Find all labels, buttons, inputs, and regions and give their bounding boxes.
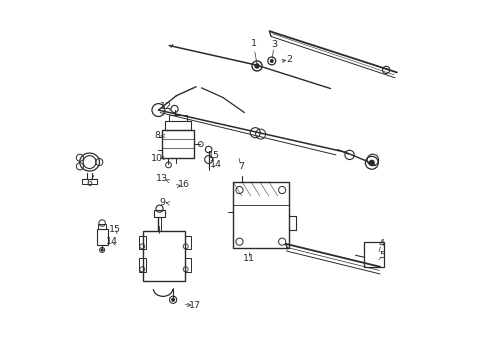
Text: 13: 13	[156, 175, 168, 184]
Bar	[164, 121, 191, 130]
Text: 2: 2	[286, 55, 292, 64]
Text: 15: 15	[109, 225, 121, 234]
Circle shape	[368, 160, 373, 165]
Text: 15: 15	[207, 151, 220, 160]
Bar	[184, 236, 191, 249]
Text: 17: 17	[189, 301, 201, 310]
Text: 3: 3	[270, 40, 276, 49]
Bar	[233, 182, 288, 248]
Text: 14: 14	[209, 160, 222, 169]
Bar	[169, 116, 187, 121]
Circle shape	[254, 64, 259, 68]
Text: 5: 5	[379, 251, 385, 260]
Text: 12: 12	[160, 102, 172, 111]
Text: 1: 1	[250, 39, 256, 48]
Text: 9: 9	[159, 198, 164, 207]
Bar	[363, 242, 384, 267]
Bar	[184, 258, 191, 272]
Text: 8: 8	[154, 131, 160, 140]
Text: 6: 6	[86, 179, 92, 188]
Circle shape	[171, 298, 174, 301]
Bar	[162, 130, 194, 158]
Text: 7: 7	[238, 162, 244, 171]
Circle shape	[270, 59, 273, 62]
Text: 11: 11	[243, 254, 255, 263]
Bar	[97, 229, 107, 244]
Bar	[154, 210, 164, 217]
Bar	[98, 225, 106, 229]
Bar	[143, 231, 184, 281]
Text: 16: 16	[178, 180, 190, 189]
Text: 4: 4	[378, 239, 384, 248]
Circle shape	[101, 249, 103, 251]
Text: 10: 10	[150, 154, 163, 163]
Bar	[139, 236, 145, 249]
Bar	[139, 258, 145, 272]
Text: 14: 14	[105, 237, 118, 246]
